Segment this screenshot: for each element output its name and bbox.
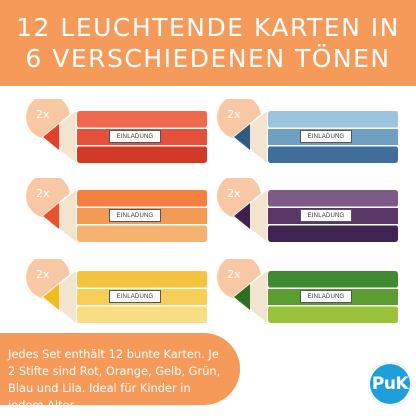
- card-blue: 2x EINLADUNG: [216, 99, 401, 175]
- stripe-top: [77, 271, 207, 288]
- stripe-bottom: [268, 146, 398, 163]
- card-yellow: 2x EINLADUNG: [25, 259, 210, 335]
- stripe-separator: [77, 206, 207, 208]
- pencil-tip: [43, 284, 59, 310]
- stripe-separator: [268, 224, 398, 226]
- info-panel: Jedes Set enthält 12 bunte Karten. Je 2 …: [0, 333, 240, 412]
- puk-logo: PuK: [368, 362, 412, 406]
- einladung-label: EINLADUNG: [109, 130, 161, 143]
- pencil-tip: [234, 203, 250, 229]
- count-label: 2x: [227, 268, 241, 281]
- headline-line-2: 6 VERSCHIEDENEN TÖNEN: [25, 44, 391, 73]
- einladung-label: EINLADUNG: [109, 209, 161, 222]
- stripe-separator: [268, 206, 398, 208]
- count-label: 2x: [227, 187, 241, 200]
- stripe-top: [77, 111, 207, 128]
- card-orange: 2x EINLADUNG: [25, 178, 210, 254]
- pencil-tip: [234, 284, 250, 310]
- info-text: Jedes Set enthält 12 bunte Karten. Je 2 …: [8, 347, 221, 412]
- stripe-separator: [77, 127, 207, 129]
- headline-line-1: 12 LEUCHTENDE KARTEN IN: [16, 13, 400, 42]
- stripe-bottom: [77, 306, 207, 323]
- pencil-tip: [43, 124, 59, 150]
- stripe-separator: [268, 305, 398, 307]
- stripe-top: [268, 111, 398, 128]
- stripe-separator: [268, 287, 398, 289]
- einladung-label: EINLADUNG: [300, 209, 352, 222]
- stripe-top: [268, 271, 398, 288]
- card-green: 2x EINLADUNG: [216, 259, 401, 335]
- count-label: 2x: [36, 187, 50, 200]
- einladung-label: EINLADUNG: [300, 290, 352, 303]
- pencil-tip: [43, 203, 59, 229]
- header-banner: 12 LEUCHTENDE KARTEN IN 6 VERSCHIEDENEN …: [0, 0, 416, 86]
- stripe-separator: [77, 145, 207, 147]
- stripe-top: [77, 190, 207, 207]
- stripe-separator: [77, 305, 207, 307]
- card-red: 2x EINLADUNG: [25, 99, 210, 175]
- stripe-separator: [268, 145, 398, 147]
- logo-text: PuK: [371, 374, 409, 394]
- stripe-bottom: [77, 225, 207, 242]
- pencil-card-shape: [26, 178, 207, 243]
- stripe-separator: [268, 127, 398, 129]
- stripe-separator: [77, 287, 207, 289]
- count-label: 2x: [36, 108, 50, 121]
- count-label: 2x: [227, 108, 241, 121]
- card-purple: 2x EINLADUNG: [216, 178, 401, 254]
- count-label: 2x: [36, 268, 50, 281]
- einladung-label: EINLADUNG: [109, 290, 161, 303]
- stripe-bottom: [268, 306, 398, 323]
- stripe-bottom: [268, 225, 398, 242]
- einladung-label: EINLADUNG: [300, 130, 352, 143]
- stripe-top: [268, 190, 398, 207]
- stripe-bottom: [77, 146, 207, 163]
- pencil-tip: [234, 124, 250, 150]
- stripe-separator: [77, 224, 207, 226]
